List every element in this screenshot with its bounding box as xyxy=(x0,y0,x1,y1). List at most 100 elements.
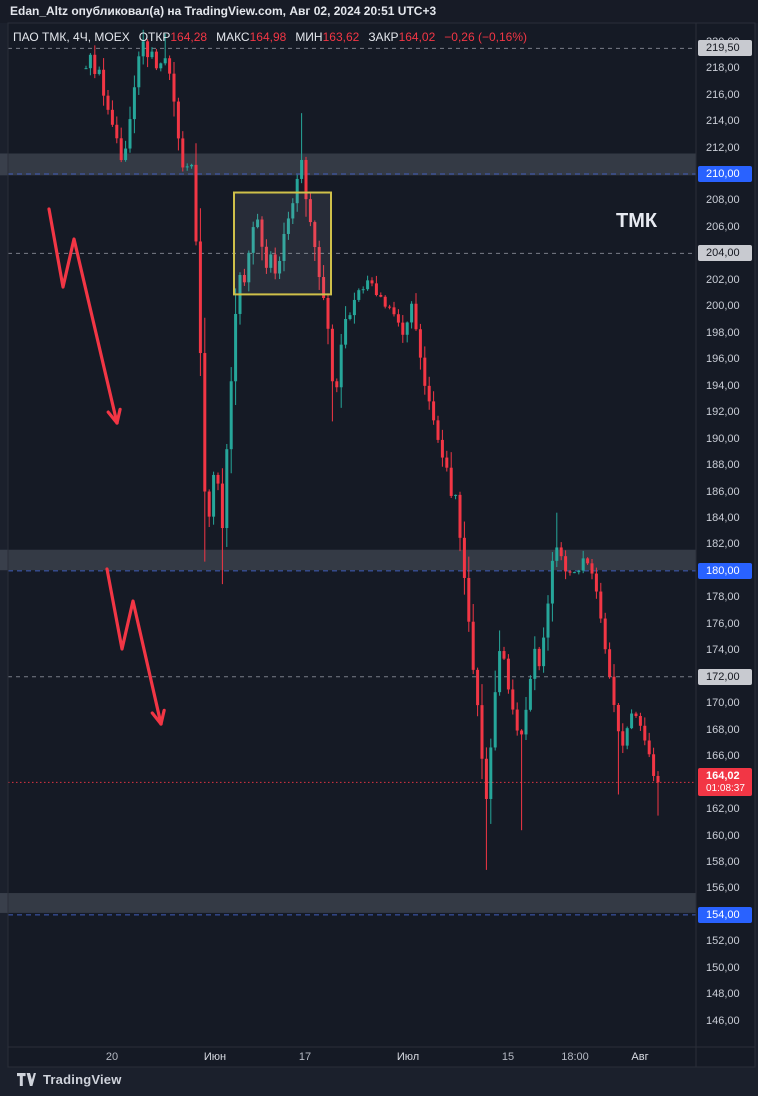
time-tick: 20 xyxy=(105,1051,119,1063)
tradingview-logo[interactable]: TradingView xyxy=(17,1072,122,1087)
candle xyxy=(203,317,207,562)
price-axis[interactable]: 220,00218,00216,00214,00212,00210,00208,… xyxy=(697,23,758,1047)
price-tick: 198,00 xyxy=(706,326,740,339)
price-zone[interactable] xyxy=(0,893,696,913)
price-tick: 218,00 xyxy=(706,62,740,75)
candle xyxy=(498,630,502,696)
time-tick: 18:00 xyxy=(561,1051,589,1063)
price-zone[interactable] xyxy=(0,153,696,176)
candle xyxy=(427,376,431,410)
candle xyxy=(212,471,216,525)
consolidation-box[interactable] xyxy=(233,191,332,296)
time-axis[interactable]: 20 Июн 17 Июл 15 18:00 Авг xyxy=(8,1047,696,1067)
candle xyxy=(542,627,546,673)
trend-arrow[interactable] xyxy=(105,567,166,726)
candle xyxy=(550,552,554,622)
candle xyxy=(207,489,211,528)
price-tick: 162,00 xyxy=(706,803,740,816)
candle xyxy=(603,612,607,654)
candle xyxy=(489,738,493,824)
candle xyxy=(374,275,378,297)
price-tick: 190,00 xyxy=(706,432,740,445)
candle xyxy=(458,491,462,552)
trend-arrow[interactable] xyxy=(47,207,122,425)
candle xyxy=(304,156,308,217)
candle xyxy=(110,100,114,127)
price-zone[interactable] xyxy=(0,549,696,571)
candle xyxy=(401,315,405,343)
candle xyxy=(370,277,374,287)
candle xyxy=(251,221,255,265)
price-tick: 184,00 xyxy=(706,511,740,524)
legend-low: МИН163,62 xyxy=(295,30,360,44)
candle xyxy=(440,429,444,467)
candle xyxy=(225,443,229,547)
price-tick: 192,00 xyxy=(706,406,740,419)
price-tick: 174,00 xyxy=(706,644,740,657)
price-level-chip: 210,00 xyxy=(698,166,752,182)
price-tick: 194,00 xyxy=(706,379,740,392)
candle xyxy=(436,415,440,443)
candle xyxy=(423,346,427,395)
candle-series xyxy=(84,29,660,870)
candle xyxy=(115,116,119,144)
candle xyxy=(647,732,651,758)
candle xyxy=(278,256,282,280)
candle xyxy=(414,293,418,331)
price-tick: 186,00 xyxy=(706,485,740,498)
price-tick: 148,00 xyxy=(706,988,740,1001)
legend-open: ОТКР164,28 xyxy=(138,30,208,44)
candle xyxy=(308,192,312,227)
candle xyxy=(352,292,356,324)
candle xyxy=(141,29,145,65)
price-tick: 208,00 xyxy=(706,194,740,207)
candle xyxy=(172,61,176,117)
price-tick: 212,00 xyxy=(706,141,740,154)
candle xyxy=(449,452,453,498)
published-bar: Edan_Altz опубликовал(а) на TradingView.… xyxy=(0,0,758,23)
candle xyxy=(84,65,88,70)
candle xyxy=(638,712,642,731)
price-level-chip: 204,00 xyxy=(698,245,752,262)
candle xyxy=(357,288,361,302)
candle xyxy=(388,304,392,310)
candle xyxy=(480,684,484,780)
candle xyxy=(97,66,101,76)
candle xyxy=(594,567,598,599)
chart-canvas-background xyxy=(8,23,755,1067)
candle xyxy=(599,582,603,623)
chart-frame xyxy=(7,22,756,1068)
candle xyxy=(229,367,233,474)
candle xyxy=(652,747,656,782)
time-tick: 15 xyxy=(501,1051,515,1063)
legend-change: −0,26 (−0,16%) xyxy=(444,30,527,44)
time-tick: Июл xyxy=(396,1051,420,1063)
candle xyxy=(216,472,220,491)
legend-symbol: ПАО ТМК, 4Ч, MOEX xyxy=(13,30,130,44)
tradingview-brand-text: TradingView xyxy=(43,1072,122,1087)
candle xyxy=(379,292,383,298)
candle xyxy=(493,670,497,751)
candle xyxy=(511,679,515,715)
price-tick: 216,00 xyxy=(706,88,740,101)
price-tick: 158,00 xyxy=(706,855,740,868)
time-tick: 17 xyxy=(298,1051,312,1063)
price-level-chip: 219,50 xyxy=(698,40,752,57)
candle xyxy=(528,675,532,712)
candle xyxy=(564,550,568,580)
candle xyxy=(616,703,620,795)
candle xyxy=(150,47,154,59)
candle xyxy=(410,301,414,329)
legend-close: ЗАКР164,02 xyxy=(368,30,436,44)
candle xyxy=(137,51,141,95)
current-price-chip: 164,02 01:08:37 xyxy=(698,768,752,797)
candle xyxy=(572,571,576,574)
candle xyxy=(656,771,660,816)
candle xyxy=(330,324,334,422)
published-bar-text: Edan_Altz опубликовал(а) на TradingView.… xyxy=(10,4,437,18)
candle xyxy=(106,90,110,115)
candle xyxy=(418,323,422,370)
candle xyxy=(621,723,625,754)
